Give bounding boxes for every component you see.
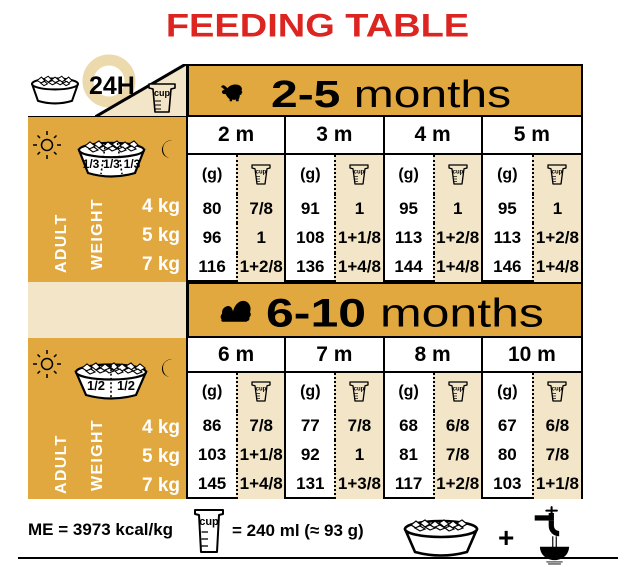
svg-text:cup: cup (154, 88, 171, 98)
svg-text:1/3: 1/3 (83, 157, 100, 171)
svg-text:cup: cup (256, 169, 267, 175)
svg-text:cup: cup (552, 169, 563, 175)
svg-text:cup: cup (452, 169, 463, 175)
svg-text:1/2: 1/2 (117, 378, 135, 393)
svg-text:cup: cup (256, 387, 267, 393)
svg-text:cup: cup (199, 516, 219, 528)
svg-text:cup: cup (452, 387, 463, 393)
svg-text:cup: cup (354, 169, 365, 175)
svg-text:cup: cup (354, 387, 365, 393)
svg-text:1/3: 1/3 (103, 157, 120, 171)
svg-text:1/3: 1/3 (124, 157, 141, 171)
svg-text:cup: cup (552, 387, 563, 393)
svg-text:1/2: 1/2 (87, 378, 105, 393)
